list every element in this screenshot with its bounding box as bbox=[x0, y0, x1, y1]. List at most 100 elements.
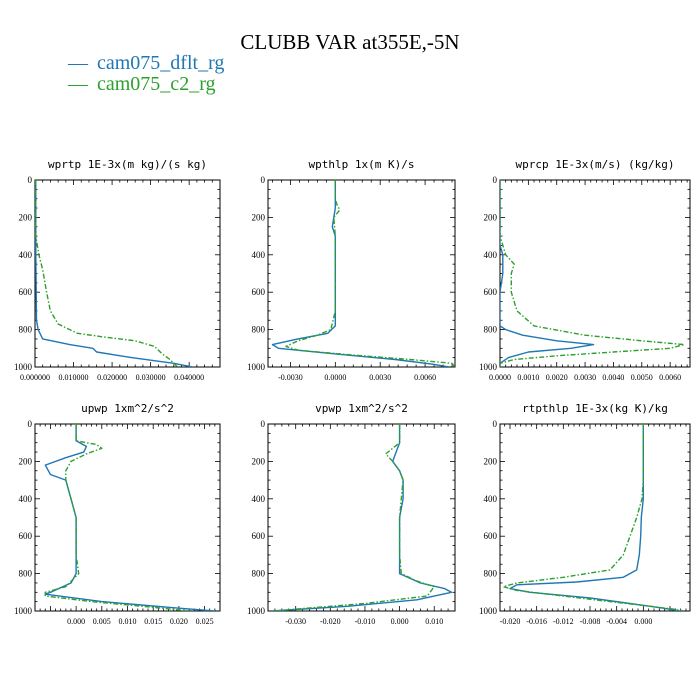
x-tick-label: 0.000000 bbox=[20, 373, 50, 382]
panel-2: wpthlp 1x(m K)/s 0 200 400 600 800 1000 -0.0030… bbox=[247, 158, 456, 382]
plot-frame bbox=[499, 179, 691, 368]
y-tick-label: 400 bbox=[252, 494, 266, 504]
series-line-c2 bbox=[500, 180, 685, 367]
y-tick-label: 800 bbox=[484, 325, 498, 335]
y-tick-label: 600 bbox=[19, 531, 33, 541]
y-tick-label: 1000 bbox=[14, 362, 33, 372]
series-line-dflt bbox=[271, 424, 453, 611]
y-tick-label: 1000 bbox=[247, 606, 266, 616]
y-tick-label: 200 bbox=[484, 456, 498, 466]
plot-frame bbox=[267, 423, 456, 612]
y-tick-label: 1000 bbox=[479, 362, 498, 372]
plot-frame bbox=[499, 423, 691, 612]
series-line-c2 bbox=[35, 180, 179, 367]
y-tick-label: 1000 bbox=[14, 606, 33, 616]
x-tick-label: 0.010 bbox=[425, 617, 443, 626]
legend-label-c2: cam075_c2_rg bbox=[97, 73, 216, 95]
series-line-dflt bbox=[35, 180, 194, 367]
y-tick-label: 0 bbox=[493, 419, 498, 429]
x-tick-label: 0.020 bbox=[170, 617, 188, 626]
panel-1: wprtp 1E-3x(m kg)/(s kg) 0 200 400 600 800 100… bbox=[14, 158, 221, 382]
panel-title: rtpthlp 1E-3x(kg K)/kg bbox=[522, 402, 668, 415]
x-tick-label: 0.0000 bbox=[324, 373, 346, 382]
y-tick-label: 800 bbox=[484, 569, 498, 579]
x-tick-label: 0.000 bbox=[391, 617, 409, 626]
y-tick-label: 0 bbox=[28, 175, 33, 185]
y-tick-label: 600 bbox=[484, 531, 498, 541]
series-line-c2 bbox=[274, 424, 435, 611]
x-tick-label: -0.020 bbox=[500, 617, 521, 626]
x-tick-label: 0.040000 bbox=[174, 373, 204, 382]
x-tick-label: 0.0030 bbox=[369, 373, 391, 382]
legend-label-dflt: cam075_dflt_rg bbox=[97, 52, 224, 74]
y-tick-label: 200 bbox=[484, 212, 498, 222]
y-tick-label: 400 bbox=[19, 494, 33, 504]
x-tick-label: 0.010 bbox=[119, 617, 137, 626]
x-tick-label: 0.000 bbox=[67, 617, 85, 626]
x-tick-label: -0.010 bbox=[355, 617, 376, 626]
panels: wprtp 1E-3x(m kg)/(s kg) 0 200 400 600 800 100… bbox=[14, 158, 691, 626]
series-line-c2 bbox=[285, 180, 455, 367]
panel-3: wprcp 1E-3x(m/s) (kg/kg) 0 200 400 600 800 100… bbox=[479, 158, 691, 382]
panel-title: upwp 1xm^2/s^2 bbox=[81, 402, 174, 415]
y-tick-label: 800 bbox=[252, 325, 266, 335]
y-tick-label: 200 bbox=[19, 212, 33, 222]
y-tick-label: 600 bbox=[252, 287, 266, 297]
x-tick-label: 0.000 bbox=[634, 617, 652, 626]
y-tick-label: 600 bbox=[19, 287, 33, 297]
plot-frame bbox=[34, 179, 221, 368]
series-line-dflt bbox=[44, 424, 215, 611]
panel-4: upwp 1xm^2/s^2 0 200 400 600 800 1000 0.000 0.00… bbox=[14, 402, 221, 626]
panel-5: vpwp 1xm^2/s^2 0 200 400 600 800 1000 -0.030 -0.… bbox=[247, 402, 456, 626]
y-tick-label: 1000 bbox=[479, 606, 498, 616]
y-tick-label: 0 bbox=[261, 419, 266, 429]
y-tick-label: 400 bbox=[484, 250, 498, 260]
x-tick-label: -0.004 bbox=[606, 617, 627, 626]
panel-title: wpthlp 1x(m K)/s bbox=[309, 158, 415, 171]
y-tick-label: 600 bbox=[252, 531, 266, 541]
plot-frame bbox=[34, 423, 221, 612]
panel-title: wprtp 1E-3x(m kg)/(s kg) bbox=[48, 158, 207, 171]
x-tick-label: 0.0010 bbox=[517, 373, 539, 382]
legend-mark-dflt: — bbox=[67, 52, 89, 74]
figure-title: CLUBB VAR at355E,-5N bbox=[240, 30, 459, 54]
x-tick-label: 0.0050 bbox=[631, 373, 653, 382]
x-tick-label: 0.005 bbox=[93, 617, 111, 626]
x-tick-label: -0.0030 bbox=[278, 373, 303, 382]
legend: — cam075_dflt_rg — cam075_c2_rg bbox=[67, 52, 224, 95]
x-tick-label: 0.0060 bbox=[414, 373, 436, 382]
y-tick-label: 0 bbox=[493, 175, 498, 185]
x-tick-label: 0.0040 bbox=[602, 373, 624, 382]
series-line-dflt bbox=[271, 180, 450, 367]
y-tick-label: 800 bbox=[252, 569, 266, 579]
legend-entry-c2: — cam075_c2_rg bbox=[67, 73, 216, 95]
series-line-c2 bbox=[502, 424, 684, 611]
panel-title: vpwp 1xm^2/s^2 bbox=[315, 402, 408, 415]
legend-entry-dflt: — cam075_dflt_rg bbox=[67, 52, 224, 74]
y-tick-label: 600 bbox=[484, 287, 498, 297]
x-tick-label: -0.020 bbox=[320, 617, 341, 626]
x-tick-label: -0.030 bbox=[285, 617, 306, 626]
x-tick-label: 0.030000 bbox=[136, 373, 166, 382]
x-tick-label: 0.0060 bbox=[659, 373, 681, 382]
x-tick-label: 0.0030 bbox=[574, 373, 596, 382]
panel-title: wprcp 1E-3x(m/s) (kg/kg) bbox=[516, 158, 675, 171]
y-tick-label: 0 bbox=[28, 419, 33, 429]
series-line-dflt bbox=[509, 424, 681, 611]
series-line-dflt bbox=[500, 180, 595, 367]
y-tick-label: 400 bbox=[19, 250, 33, 260]
y-tick-label: 0 bbox=[261, 175, 266, 185]
x-tick-label: 0.020000 bbox=[97, 373, 127, 382]
x-tick-label: 0.0020 bbox=[546, 373, 568, 382]
panel-6: rtpthlp 1E-3x(kg K)/kg02004006008001000-… bbox=[479, 402, 691, 626]
x-tick-label: 0.010000 bbox=[59, 373, 89, 382]
y-tick-label: 200 bbox=[19, 456, 33, 466]
y-tick-label: 1000 bbox=[247, 362, 266, 372]
x-tick-label: 0.0000 bbox=[489, 373, 511, 382]
y-tick-label: 400 bbox=[484, 494, 498, 504]
x-tick-label: 0.025 bbox=[196, 617, 214, 626]
y-tick-label: 200 bbox=[252, 212, 266, 222]
x-tick-label: -0.008 bbox=[580, 617, 601, 626]
y-tick-label: 800 bbox=[19, 569, 33, 579]
